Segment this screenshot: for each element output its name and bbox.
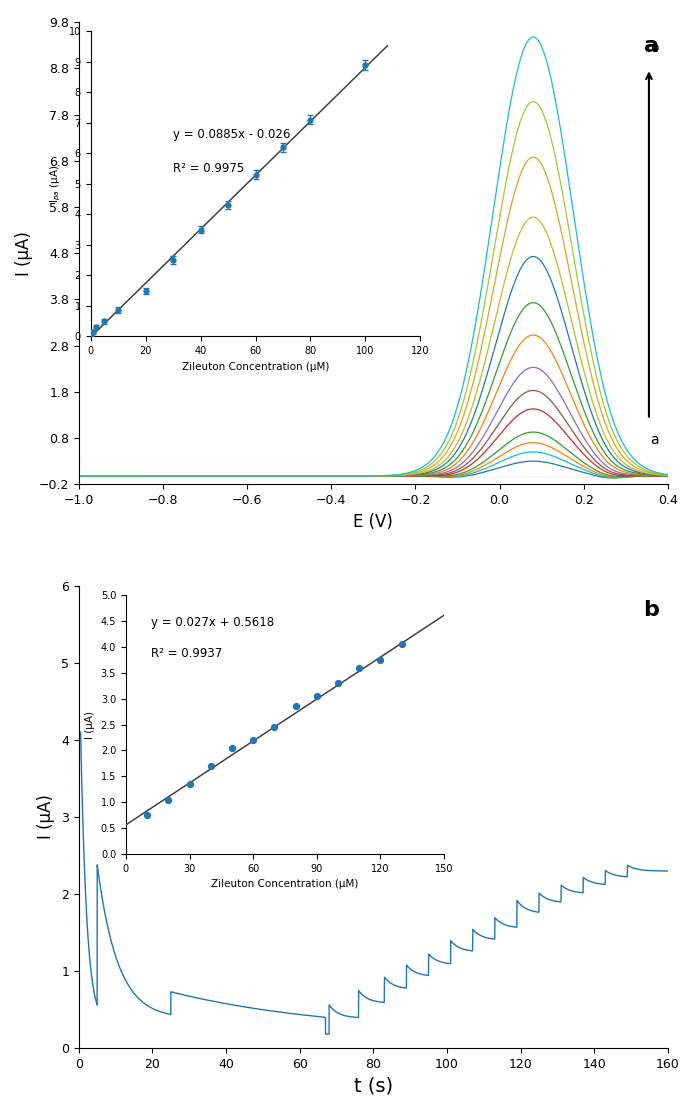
Text: o: o (650, 41, 659, 54)
Y-axis label: I (μA): I (μA) (15, 231, 33, 276)
X-axis label: t (s): t (s) (353, 1076, 393, 1096)
Y-axis label: I (μA): I (μA) (38, 794, 55, 840)
Text: b: b (643, 600, 659, 620)
Text: a: a (650, 434, 659, 447)
Text: a: a (644, 37, 659, 57)
X-axis label: E (V): E (V) (353, 512, 393, 530)
